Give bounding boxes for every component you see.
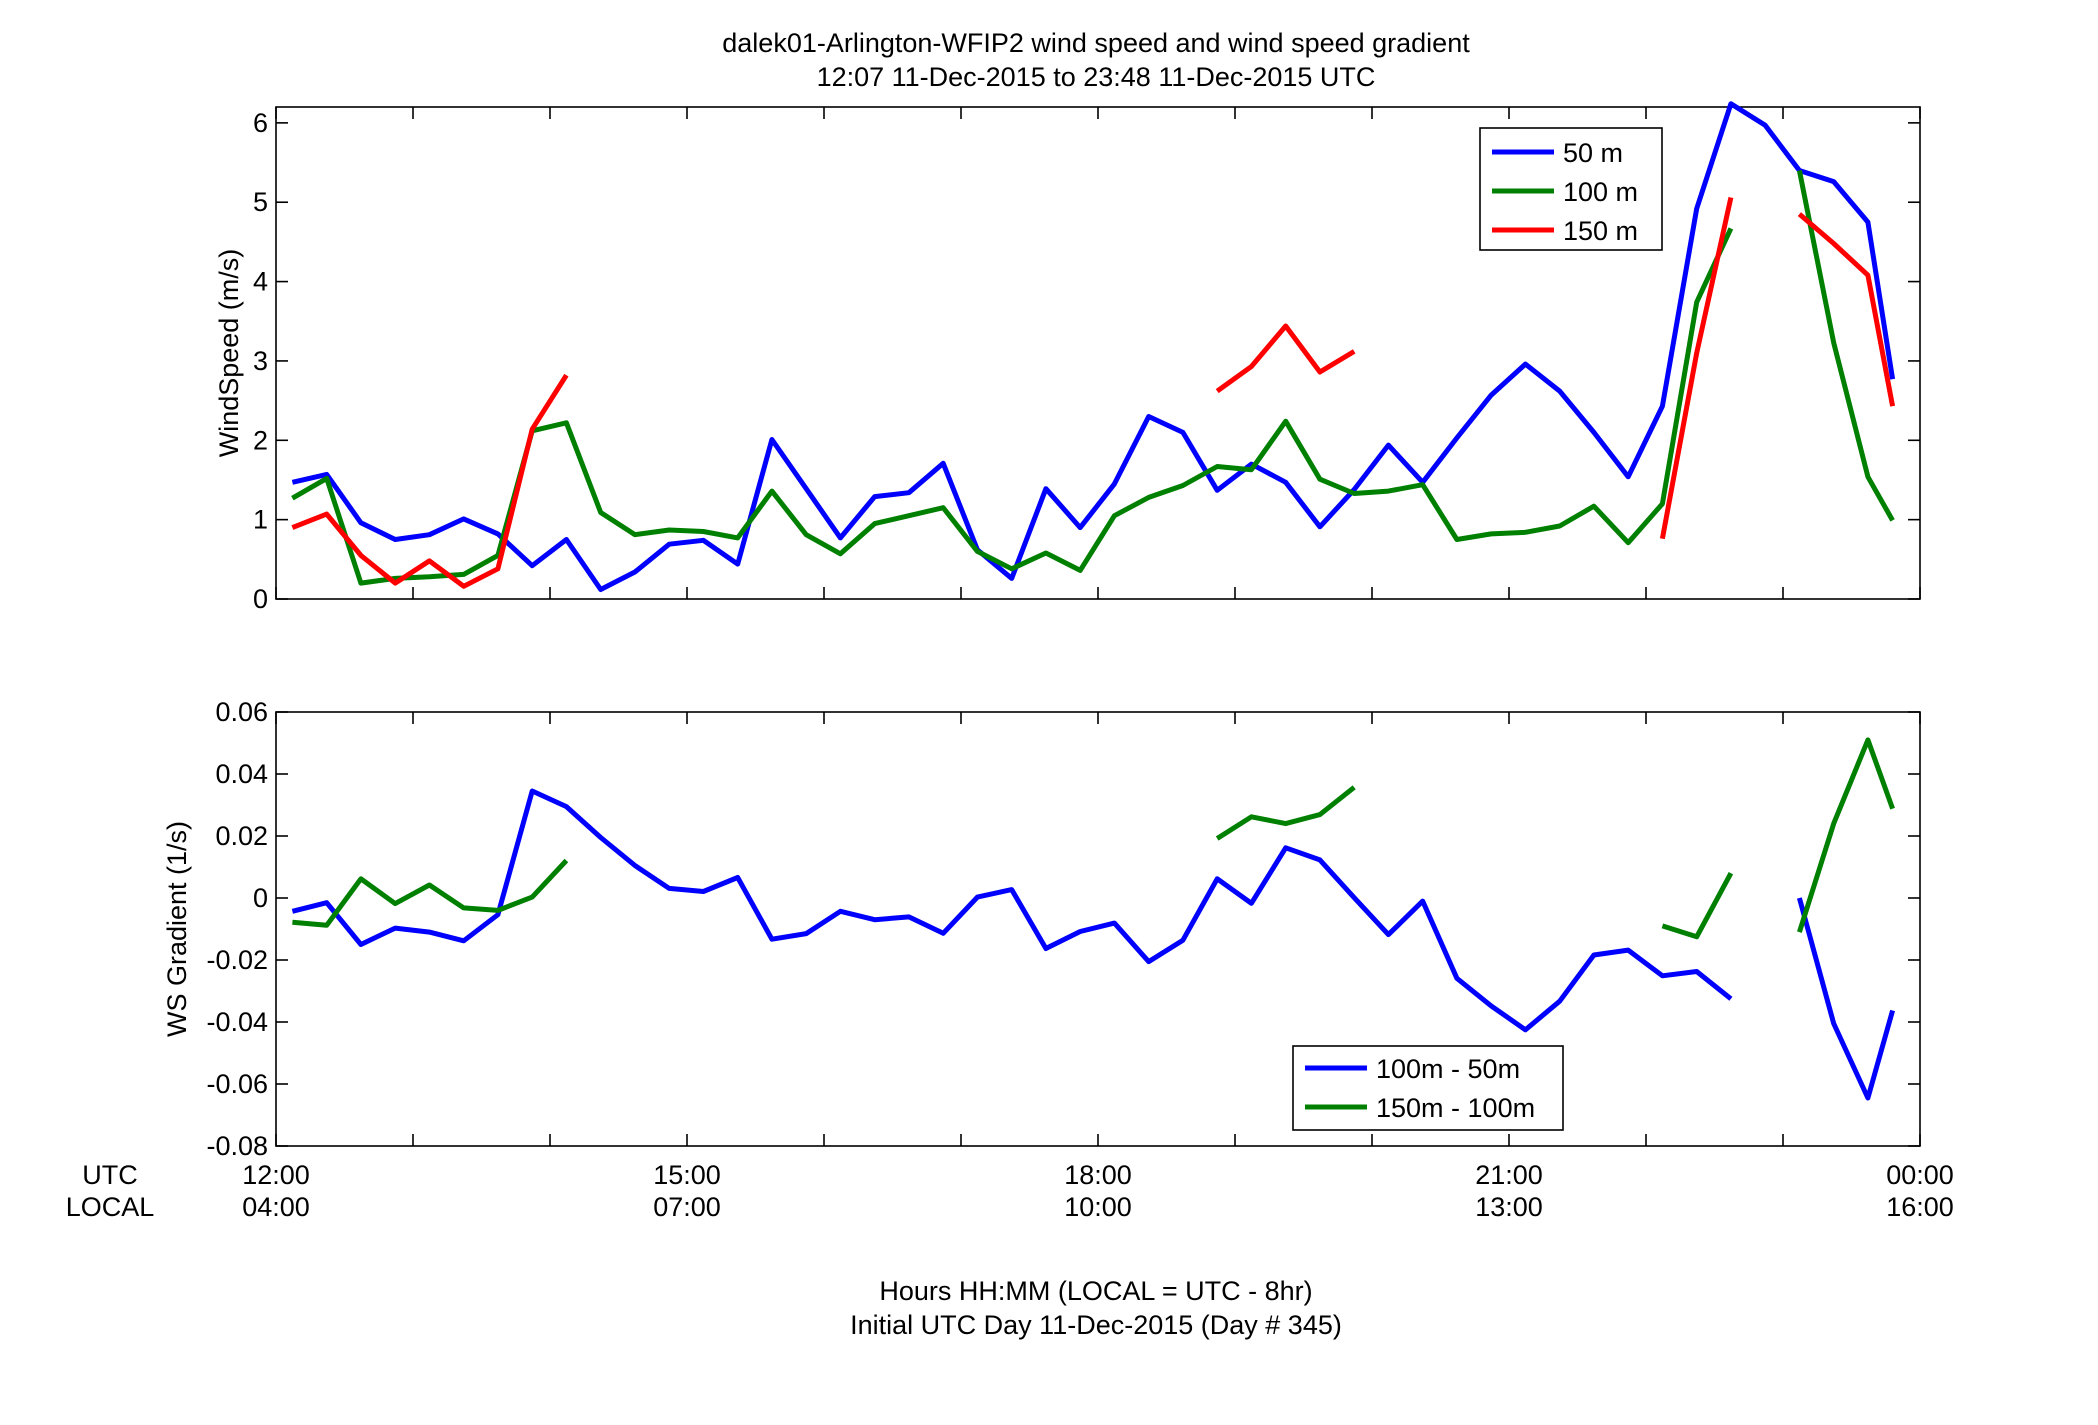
wind-speed-series — [291, 101, 1896, 592]
wind-speed-ytick-label: 2 — [253, 425, 268, 455]
gradient-panel: -0.08 -0.06 -0.04 -0.02 0 0.02 0.04 0.06 WS Gra… — [162, 697, 1921, 1161]
gradient-series-100m-50m-segment — [1796, 897, 1896, 1101]
legend-label-150m: 150 m — [1563, 216, 1638, 246]
gradient-legend-box — [1292, 1045, 1564, 1131]
x-tick-label-local: 04:00 — [242, 1192, 310, 1222]
wind-speed-ytick-label: 3 — [253, 346, 268, 376]
gradient-series-150m-100m-segment — [1215, 785, 1356, 841]
x-tick-label-utc: 00:00 — [1886, 1160, 1954, 1190]
wind-speed-series-150-m-segment — [1659, 196, 1734, 540]
gradient-ytick-label: 0.04 — [215, 759, 268, 789]
gradient-ytick-label: -0.08 — [206, 1131, 268, 1161]
wind-speed-ytick-label: 0 — [253, 584, 268, 614]
gradient-series-150m-100m-segment — [292, 858, 569, 928]
wind-speed-ticks: 0 1 2 3 4 5 6 — [253, 107, 1921, 614]
gradient-ytick-label: -0.06 — [206, 1069, 268, 1099]
x-tick-label-local: 13:00 — [1475, 1192, 1543, 1222]
x-tick-label-local: 10:00 — [1064, 1192, 1132, 1222]
gradient-series-150m-100m-segment — [1797, 737, 1895, 933]
gradient-y-axis-label: WS Gradient (1/s) — [162, 821, 192, 1037]
x-tick-label-local: 07:00 — [653, 1192, 721, 1222]
chart-subtitle: 12:07 11-Dec-2015 to 23:48 11-Dec-2015 U… — [817, 62, 1376, 92]
legend-label-100m: 100 m — [1563, 177, 1638, 207]
wind-speed-series-150-m-segment — [1797, 212, 1896, 407]
wind-speed-ytick-label: 5 — [253, 187, 268, 217]
chart-title: dalek01-Arlington-WFIP2 wind speed and w… — [722, 28, 1470, 58]
legend-label-100m-50m: 100m - 50m — [1376, 1054, 1520, 1084]
gradient-ytick-label: 0.06 — [215, 697, 268, 727]
gradient-series-150m-100m-segment — [1661, 872, 1734, 940]
wind-speed-panel: 0 1 2 3 4 5 6 WindSpeed (m/s) 50 m 100 m 150 m — [214, 101, 1921, 614]
legend-label-150m-100m: 150m - 100m — [1376, 1093, 1535, 1123]
x-tick-label-utc: 18:00 — [1064, 1160, 1132, 1190]
wind-speed-series-100-m-segment — [1796, 170, 1895, 522]
gradient-ytick-label: 0.02 — [215, 821, 268, 851]
x-tick-label-local: 16:00 — [1886, 1192, 1954, 1222]
gradient-ytick-label: -0.04 — [206, 1007, 268, 1037]
wind-speed-series-50-m-segment — [291, 101, 1896, 592]
wind-speed-ytick-label: 4 — [253, 267, 268, 297]
wind-speed-y-axis-label: WindSpeed (m/s) — [214, 249, 244, 458]
wind-speed-series-150-m-segment — [291, 373, 569, 589]
x-axis-label: Hours HH:MM (LOCAL = UTC - 8hr) — [879, 1276, 1312, 1306]
wind-speed-series-150-m-segment — [1215, 323, 1356, 394]
x-tick-label-utc: 15:00 — [653, 1160, 721, 1190]
gradient-series — [291, 737, 1896, 1101]
gradient-ticks: -0.08 -0.06 -0.04 -0.02 0 0.02 0.04 0.06 — [206, 697, 1921, 1161]
local-row-label: LOCAL — [66, 1192, 155, 1222]
x-tick-label-utc: 21:00 — [1475, 1160, 1543, 1190]
legend-label-50m: 50 m — [1563, 138, 1623, 168]
gradient-legend: 100m - 50m 150m - 100m — [1292, 1045, 1564, 1131]
x-axis-sublabel: Initial UTC Day 11-Dec-2015 (Day # 345) — [850, 1310, 1342, 1340]
utc-row-label: UTC — [82, 1160, 138, 1190]
wind-speed-ytick-label: 6 — [253, 108, 268, 138]
gradient-ytick-label: -0.02 — [206, 945, 268, 975]
gradient-ytick-label: 0 — [253, 883, 268, 913]
gradient-series-100m-50m-segment — [291, 788, 1733, 1033]
wind-speed-ytick-label: 1 — [253, 505, 268, 535]
x-tick-label-utc: 12:00 — [242, 1160, 310, 1190]
wind-speed-legend: 50 m 100 m 150 m — [1479, 127, 1663, 251]
